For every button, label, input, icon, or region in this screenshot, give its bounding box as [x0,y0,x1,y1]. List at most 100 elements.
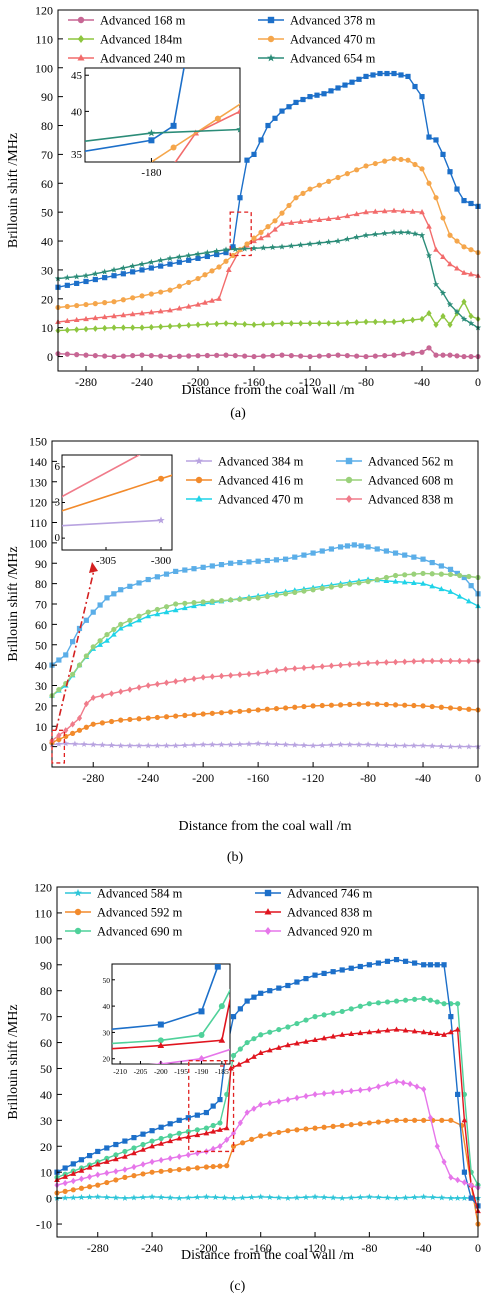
data-point [323,285,329,293]
legend-item: Advanced 608 m [336,474,454,488]
data-point [397,229,405,236]
inset-series-group [76,964,230,1064]
data-point [194,1131,201,1138]
data-point [254,740,262,747]
data-point [411,230,419,237]
inset-series-group [62,285,329,527]
data-point [170,144,177,151]
data-point [158,1140,164,1146]
data-point [461,1117,468,1123]
data-point [191,712,197,718]
data-point [402,997,409,1003]
data-point [347,581,353,587]
data-point [210,1163,216,1170]
data-point [321,91,327,97]
data-point [122,1148,128,1155]
chart-panel-1: -280 -240 -200 -160 -120 -80 -40 0 0 10 20 30 40 50 60… [6,4,482,421]
data-point [148,314,154,322]
data-point [264,889,272,897]
series-line [56,1119,479,1225]
data-point [307,186,313,192]
data-point [292,704,298,710]
data-point [70,639,76,645]
data-point [453,308,461,315]
x-tick-label: -120 [304,1241,326,1255]
data-point [312,1036,318,1043]
data-point [344,543,351,549]
data-point [181,741,189,748]
data-point [222,246,230,253]
data-point [258,229,264,235]
data-point [127,686,133,693]
data-point [412,161,418,168]
x-axis-label: Distance from the coal wall /m [181,1248,354,1263]
data-point [468,1181,474,1189]
data-point [199,741,207,748]
legend: Advanced 584 m Advanced 592 m Advanced 690… [65,887,373,939]
data-point [363,353,369,360]
data-point [176,283,182,289]
data-point [421,962,427,968]
legend-label: Advanced 746 m [287,887,373,901]
y-tick-label: 60 [35,618,47,632]
data-point [342,82,348,88]
data-point [90,721,96,727]
data-point [157,516,165,524]
legend: Advanced 168 m Advanced 184m Advanced 240 … [68,14,376,66]
y-tick-label: 30 [41,263,53,277]
data-point [246,708,252,714]
data-point [172,742,179,749]
data-point [214,352,220,358]
data-point [348,1194,355,1201]
y-tick-label: 100 [29,536,47,550]
data-point [63,727,69,734]
data-point [200,599,206,605]
inset: -180 40 45 35 [71,67,241,322]
data-point [330,1089,336,1096]
data-point [70,730,76,736]
data-point [136,617,142,623]
data-point [310,703,316,709]
data-point [90,741,97,748]
data-point [273,592,280,598]
data-point [104,631,110,638]
data-point [301,664,307,672]
data-point [441,1001,447,1007]
data-point [230,244,236,250]
data-point [303,1038,309,1044]
data-point [300,190,306,196]
data-point [154,606,160,613]
data-point [405,157,411,163]
series-advanced-240-m [55,207,481,324]
data-point [144,742,152,749]
data-point [419,315,425,323]
data-point [348,1006,354,1012]
zoom-arrow-head [89,562,98,573]
data-point [412,996,418,1002]
data-point [145,613,152,619]
series-advanced-384-m [48,740,482,750]
data-point [370,72,376,78]
data-point [372,318,378,326]
data-point [78,1157,85,1163]
data-point [246,595,252,602]
data-point [407,1080,413,1088]
data-point [454,353,460,359]
data-point [76,1029,82,1035]
data-point [71,740,79,747]
data-point [216,264,222,270]
data-point [64,303,70,310]
data-point [301,703,307,710]
x-tick-label: -240 [131,375,153,389]
legend-item: Advanced 240 m [68,52,186,66]
data-point [167,1137,174,1144]
data-point [110,266,118,273]
data-point [283,591,289,597]
data-point [466,706,472,712]
data-point [267,988,273,994]
data-point [269,243,276,251]
data-point [90,644,96,650]
data-point [186,257,192,263]
y-tick-label: 20 [40,1140,52,1154]
data-point [426,223,432,229]
